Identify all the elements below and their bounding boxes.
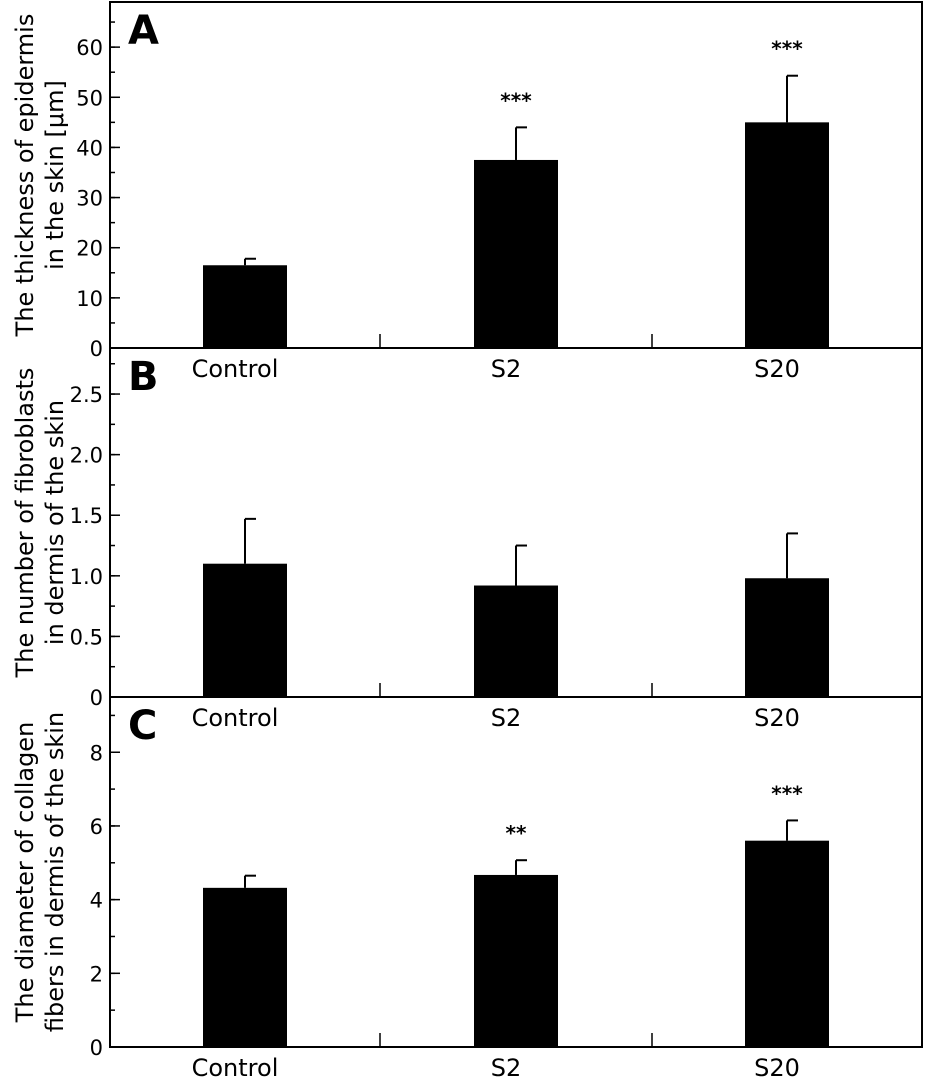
panel-c-y-axis-label: The diameter of collagen [11,722,39,1024]
panel-b-category-label: Control [192,704,279,732]
panel-b-bar-s2 [474,585,558,697]
panel-b-y-tick-label: 1.0 [70,565,103,589]
panel-b-category-label: S20 [754,704,800,732]
panel-a-bar-s20 [745,122,829,348]
panel-b-y-tick-label: 2.0 [70,444,103,468]
panel-c-bar-s2 [474,874,558,1047]
panel-c-y-tick-label: 6 [90,815,103,839]
panel-b-y-tick-label: 0.5 [70,625,103,649]
panel-b-y-tick-label: 0 [90,686,103,710]
panel-b-y-axis-label: in dermis of the skin [41,400,69,645]
panel-a-y-axis-label: The thickness of epidermis [11,14,39,338]
panel-a-significance-s20: *** [771,37,803,61]
panel-b-category-label: S2 [491,704,522,732]
panel-c-y-axis-label: fibers in dermis of the skin [41,712,69,1032]
panel-c-y-tick-label: 2 [90,962,103,986]
panel-c-bar-s20 [745,840,829,1047]
panel-c-significance-s2: ** [506,821,527,845]
panel-a-y-tick-label: 10 [76,287,103,311]
panel-a-category-label: S2 [491,355,522,383]
panel-b-bar-control [203,563,287,697]
panel-a-significance-s2: *** [500,88,532,112]
panel-c-category-label: S2 [491,1054,522,1079]
panel-c-category-label: Control [192,1054,279,1079]
panel-b-y-axis-label: The number of fibroblasts [11,368,39,679]
panel-a-label: A [128,8,159,54]
panel-b-bar-s20 [745,578,829,697]
panel-c-y-tick-label: 4 [90,889,103,913]
panel-c-bar-control [203,887,287,1047]
panel-c-y-tick-label: 0 [90,1036,103,1060]
panel-a-category-label: Control [192,355,279,383]
panel-a-y-tick-label: 40 [76,136,103,160]
panel-a-bar-s2 [474,159,558,348]
panel-b-label: B [128,354,159,400]
panel-a-bar-control [203,265,287,348]
panel-a-y-tick-label: 30 [76,187,103,211]
panel-c-y-tick-label: 8 [90,741,103,765]
panel-b-y-tick-label: 1.5 [70,504,103,528]
panel-a-category-label: S20 [754,355,800,383]
panel-a-y-tick-label: 0 [90,337,103,361]
panel-c-category-label: S20 [754,1054,800,1079]
panel-a-y-tick-label: 20 [76,237,103,261]
panel-a-y-axis-label: in the skin [μm] [41,80,69,270]
panel-c-significance-s20: *** [771,781,803,805]
panel-a-y-tick-label: 60 [76,36,103,60]
panel-c-label: C [128,703,157,749]
panel-a-y-tick-label: 50 [76,86,103,110]
panel-b-y-tick-label: 2.5 [70,383,103,407]
